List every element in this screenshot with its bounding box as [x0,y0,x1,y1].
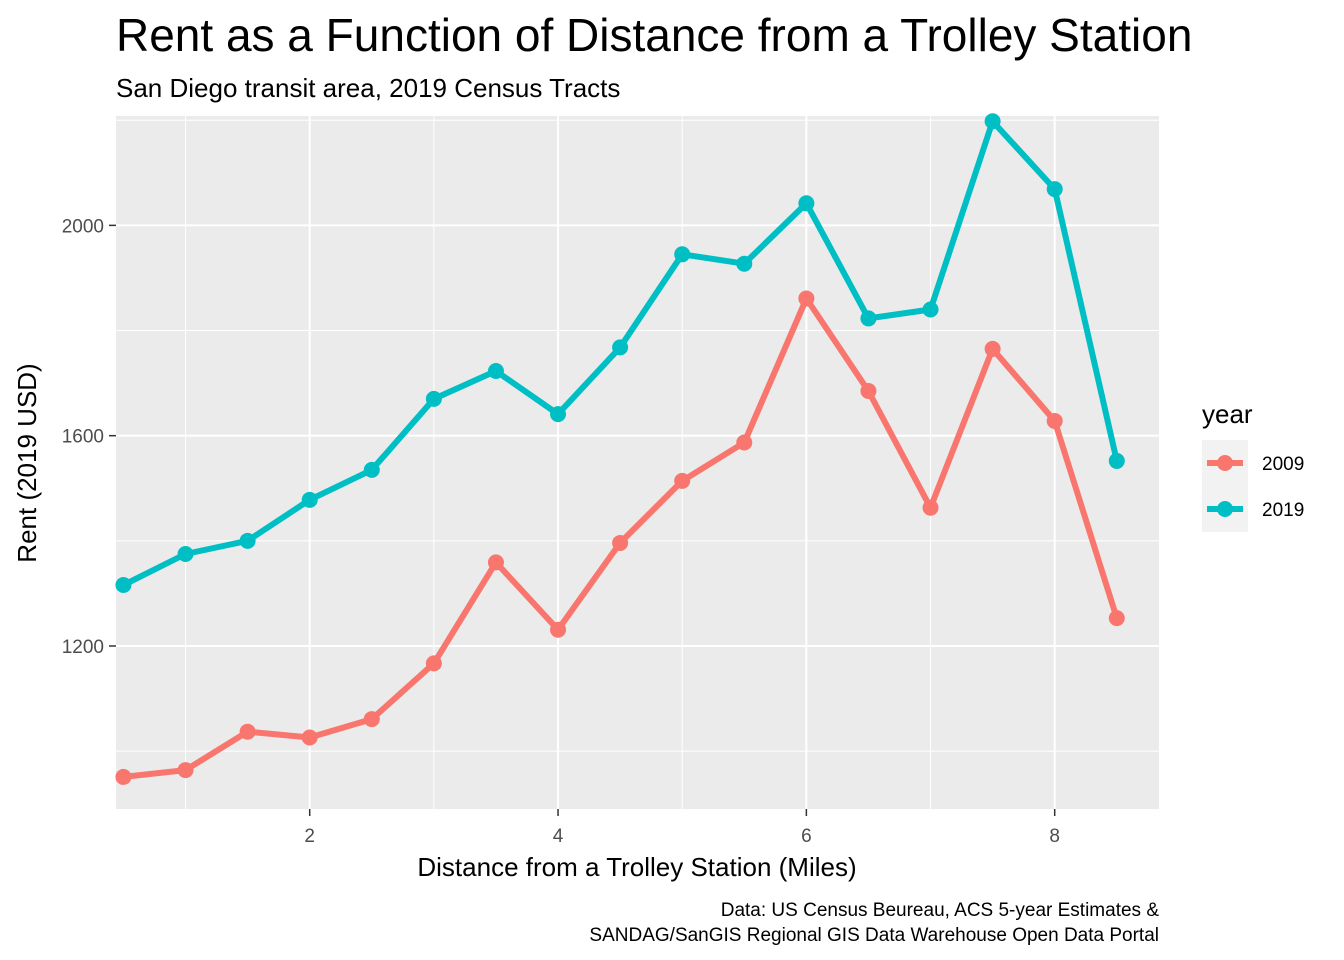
data-point-2019 [1108,452,1125,469]
caption-line-2: SANDAG/SanGIS Regional GIS Data Warehous… [589,925,1159,946]
data-point-2009 [1046,412,1063,429]
data-point-2009 [239,723,256,740]
data-point-2019 [115,577,132,594]
data-point-2019 [1046,181,1063,198]
series-2009 [115,290,1125,785]
series-2019 [115,113,1125,594]
legend-swatch-point [1217,501,1233,517]
data-point-2019 [984,113,1001,130]
x-tick-label: 8 [1049,826,1060,847]
y-axis: 1200 1600 2000 [62,216,116,658]
data-point-2009 [984,340,1001,357]
chart-title: Rent as a Function of Distance from a Tr… [116,9,1192,61]
legend-item-2009: 2009 [1202,440,1304,486]
data-point-2009 [425,655,442,672]
grid-major [116,116,1159,809]
data-point-2019 [860,310,877,327]
data-point-2009 [860,382,877,399]
data-point-2019 [301,491,318,508]
x-axis-title: Distance from a Trolley Station (Miles) [417,852,856,882]
data-point-2009 [922,499,939,516]
data-point-2019 [674,246,691,263]
data-point-2019 [177,545,194,562]
data-point-2009 [550,621,567,638]
data-point-2019 [363,461,380,478]
data-point-2009 [736,434,753,451]
caption-line-1: Data: US Census Beureau, ACS 5-year Esti… [721,900,1160,921]
x-tick-label: 2 [304,826,315,847]
y-tick-label: 1600 [62,427,104,448]
y-tick-label: 2000 [62,216,104,237]
data-point-2019 [736,255,753,272]
x-tick-label: 4 [553,826,564,847]
data-point-2019 [550,406,567,423]
x-axis: 2 4 6 8 [304,809,1060,847]
data-point-2019 [922,301,939,318]
data-point-2009 [487,554,504,571]
data-point-2009 [301,729,318,746]
legend-label: 2019 [1262,500,1304,521]
legend-item-2019: 2019 [1202,486,1304,532]
data-point-2019 [612,339,629,356]
legend-swatch-point [1217,455,1233,471]
data-point-2019 [239,532,256,549]
data-point-2009 [177,762,194,779]
y-axis-title: Rent (2019 USD) [12,363,42,562]
data-point-2019 [798,195,815,212]
data-point-2009 [798,290,815,307]
data-point-2009 [1108,610,1125,627]
plot-panel [116,116,1159,809]
data-point-2009 [115,768,132,785]
x-tick-label: 6 [801,826,812,847]
data-point-2009 [363,711,380,728]
legend: year 2009 2019 [1202,399,1304,532]
chart-subtitle: San Diego transit area, 2019 Census Trac… [116,73,620,103]
data-point-2009 [612,534,629,551]
data-point-2019 [487,363,504,380]
grid-minor [116,116,1159,809]
data-point-2009 [674,472,691,489]
y-tick-label: 1200 [62,637,104,658]
series-layer [115,113,1125,785]
legend-title: year [1202,399,1253,429]
legend-label: 2009 [1262,454,1304,475]
data-point-2019 [425,390,442,407]
